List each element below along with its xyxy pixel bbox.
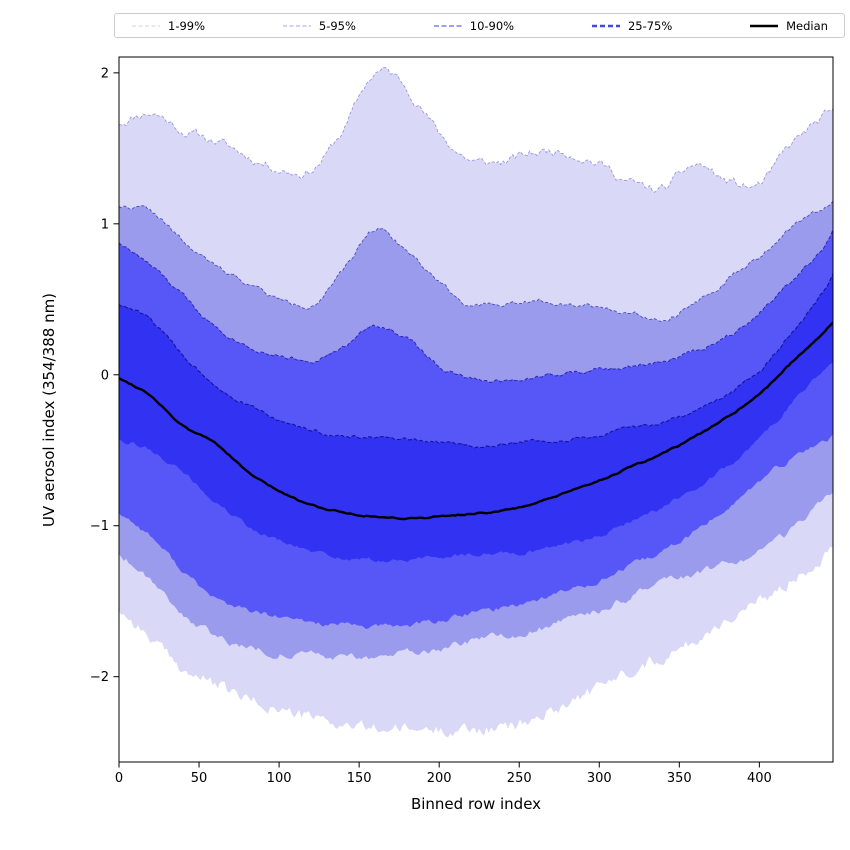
x-tick-label: 200: [427, 771, 452, 786]
x-tick-label: 0: [115, 771, 123, 786]
legend-item-median: Median: [749, 19, 828, 33]
plot-frame: [118, 56, 834, 763]
x-tick-label: 250: [507, 771, 532, 786]
legend-label: 1-99%: [168, 18, 206, 33]
legend-item-1-99-: 1-99%: [131, 19, 205, 33]
band-25-75--upper-edge: [119, 273, 833, 449]
legend-item-5-95-: 5-95%: [282, 19, 356, 33]
x-tick-label: 50: [191, 771, 208, 786]
median-line: [119, 321, 833, 521]
band-25-75--fill: [119, 273, 833, 563]
x-tick-label: 100: [267, 771, 292, 786]
legend-label: 25-75%: [627, 18, 673, 33]
band-5-95--upper-edge: [119, 201, 833, 322]
median-curve: [119, 321, 833, 521]
legend-label: 5-95%: [318, 18, 356, 33]
band-1-99--upper-edge: [119, 66, 833, 193]
legend-line-sample: [132, 24, 160, 27]
percentile-bands: [119, 67, 833, 738]
x-tick-label: 350: [667, 771, 692, 786]
legend-line-sample: [282, 24, 311, 27]
y-tick-label: 1: [101, 217, 109, 232]
y-tick-label: 0: [101, 368, 109, 383]
x-tick-label: 150: [347, 771, 372, 786]
percentile-edge-lines: [119, 66, 833, 449]
x-tick-label: 300: [587, 771, 612, 786]
legend-line-sample: [750, 24, 779, 27]
legend-item-10-90-: 10-90%: [433, 19, 514, 33]
legend-line-sample: [591, 24, 620, 27]
x-axis-label: Binned row index: [411, 795, 541, 813]
legend-item-25-75-: 25-75%: [591, 19, 672, 33]
y-tick-label: 2: [101, 66, 109, 81]
x-axis-ticks: 0 50 100 150 200 250 300 350 400: [115, 762, 772, 786]
legend-label: Median: [786, 18, 828, 33]
legend: 1-99% 5-95% 10-90% 25-75% Median: [114, 13, 845, 38]
legend-line-sample: [433, 24, 462, 27]
y-tick-label: −1: [90, 519, 109, 534]
y-axis-label: UV aerosol index (354/388 nm): [40, 293, 58, 527]
band-10-90--upper-edge: [119, 230, 833, 383]
x-tick-label: 400: [747, 771, 772, 786]
y-tick-label: −2: [90, 670, 109, 685]
y-axis-ticks: 2 1 0 −1 −2: [90, 66, 119, 685]
legend-label: 10-90%: [469, 18, 515, 33]
